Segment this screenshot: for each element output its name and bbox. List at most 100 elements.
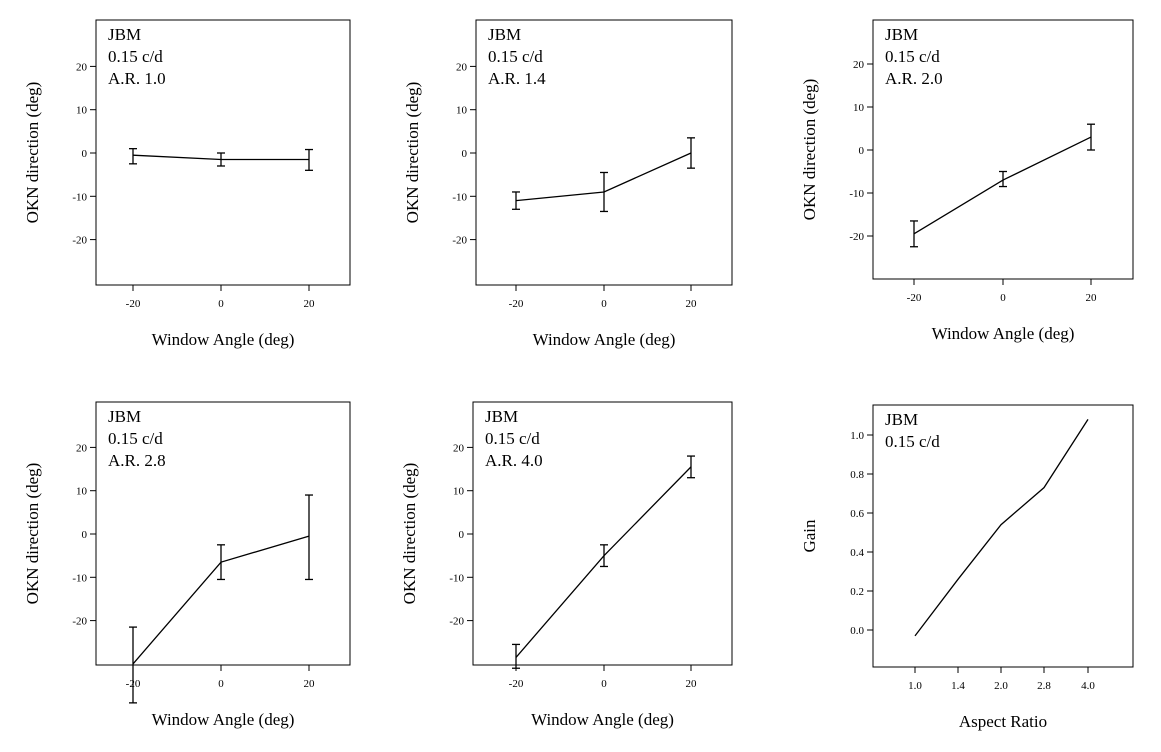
y-tick-label: 0.0 xyxy=(850,625,864,637)
annotation-label: A.R. 2.8 xyxy=(108,451,166,470)
annotation-label: JBM xyxy=(488,25,521,44)
annotation-label: 0.15 c/d xyxy=(485,429,540,448)
x-tick-label: 0 xyxy=(218,678,224,690)
x-tick-label: 4.0 xyxy=(1081,680,1095,692)
x-tick-label: -20 xyxy=(907,292,922,304)
error-bar xyxy=(512,643,520,669)
error-bar xyxy=(217,152,225,167)
x-tick-label: 20 xyxy=(1086,292,1098,304)
y-axis-title: OKN direction (deg) xyxy=(403,82,422,224)
error-bar xyxy=(600,544,608,568)
error-bar xyxy=(600,171,608,213)
error-bar xyxy=(217,544,225,581)
x-tick-label: 0 xyxy=(1000,292,1006,304)
chart-panel-1: 20 10 0 -10 -20 -20 0 20 Window Angle (deg) OKN d… xyxy=(23,19,351,349)
x-tick-label: -20 xyxy=(509,678,524,690)
y-tick-label: 10 xyxy=(76,105,88,117)
y-tick-label: 20 xyxy=(853,59,865,71)
y-tick-label: 0 xyxy=(459,529,465,541)
y-tick-label: -10 xyxy=(452,191,467,203)
y-tick-label: 0.2 xyxy=(850,586,864,598)
y-tick-label: -10 xyxy=(72,191,87,203)
y-tick-label: 10 xyxy=(453,486,465,498)
x-tick-label: 1.4 xyxy=(951,680,965,692)
x-tick-label: 20 xyxy=(686,298,698,310)
x-axis-title: Aspect Ratio xyxy=(959,712,1047,731)
y-tick-label: 0 xyxy=(462,148,468,160)
x-tick-label: 2.8 xyxy=(1037,680,1051,692)
annotation-label: A.R. 2.0 xyxy=(885,69,943,88)
chart-panel-2: 20 10 0 -10 -20 -20 0 20 Window Angle (deg) OKN d… xyxy=(403,19,733,349)
x-tick-label: 0 xyxy=(218,298,224,310)
chart-panel-5: 20 10 0 -10 -20 -20 0 20 Window Angle (deg) OKN d… xyxy=(400,401,733,729)
x-tick-label: -20 xyxy=(126,298,141,310)
x-tick-label: 20 xyxy=(304,678,316,690)
y-axis-title: Gain xyxy=(800,519,819,553)
y-tick-label: -10 xyxy=(72,572,87,584)
annotation-label: JBM xyxy=(108,25,141,44)
y-tick-label: 0 xyxy=(859,145,865,157)
annotation-label: 0.15 c/d xyxy=(108,429,163,448)
error-bar xyxy=(999,170,1007,188)
y-tick-label: 0 xyxy=(82,529,88,541)
y-tick-label: 10 xyxy=(76,486,88,498)
x-axis-title: Window Angle (deg) xyxy=(533,330,676,349)
chart-panel-6: 1.0 0.8 0.6 0.4 0.2 0.0 1.0 1.4 2.0 2.8 4.0 Aspect … xyxy=(800,404,1134,731)
annotation-label: JBM xyxy=(885,25,918,44)
y-axis-title: OKN direction (deg) xyxy=(23,82,42,224)
annotation-label: JBM xyxy=(108,407,141,426)
y-tick-label: 10 xyxy=(456,105,468,117)
annotation-label: JBM xyxy=(885,410,918,429)
x-tick-label: -20 xyxy=(509,298,524,310)
plot-frame xyxy=(872,404,1134,668)
annotation-label: 0.15 c/d xyxy=(108,47,163,66)
y-axis-title: OKN direction (deg) xyxy=(23,463,42,605)
y-axis-title: OKN direction (deg) xyxy=(400,463,419,605)
error-bar xyxy=(512,191,520,210)
x-tick-label: 0 xyxy=(601,678,607,690)
y-tick-label: -10 xyxy=(449,572,464,584)
y-tick-label: -20 xyxy=(449,616,464,628)
x-tick-label: 1.0 xyxy=(908,680,922,692)
x-axis-title: Window Angle (deg) xyxy=(152,330,295,349)
error-bar xyxy=(129,148,137,165)
y-tick-label: 0 xyxy=(82,148,88,160)
y-tick-label: -10 xyxy=(849,188,864,200)
x-axis-title: Window Angle (deg) xyxy=(932,324,1075,343)
error-bar xyxy=(305,148,313,171)
annotation-label: 0.15 c/d xyxy=(885,432,940,451)
error-bar xyxy=(687,137,695,169)
x-tick-label: 0 xyxy=(601,298,607,310)
y-tick-label: 0.8 xyxy=(850,469,864,481)
y-tick-label: 0.6 xyxy=(850,508,864,520)
x-tick-label: 2.0 xyxy=(994,680,1008,692)
y-tick-label: 10 xyxy=(853,102,865,114)
x-axis-title: Window Angle (deg) xyxy=(152,710,295,729)
y-tick-label: 20 xyxy=(76,442,88,454)
annotation-label: A.R. 4.0 xyxy=(485,451,543,470)
error-bar xyxy=(129,626,137,704)
y-axis-title: OKN direction (deg) xyxy=(800,79,819,221)
annotation-label: A.R. 1.0 xyxy=(108,69,166,88)
x-tick-label: 20 xyxy=(304,298,316,310)
y-tick-label: 20 xyxy=(453,442,465,454)
y-tick-label: -20 xyxy=(452,235,467,247)
chart-panel-3: 20 10 0 -10 -20 -20 0 20 Window Angle (deg) OKN d… xyxy=(800,19,1134,343)
y-tick-label: 20 xyxy=(456,61,468,73)
x-axis-title: Window Angle (deg) xyxy=(531,710,674,729)
y-tick-label: 20 xyxy=(76,61,88,73)
annotation-label: A.R. 1.4 xyxy=(488,69,546,88)
annotation-label: 0.15 c/d xyxy=(885,47,940,66)
y-tick-label: -20 xyxy=(72,235,87,247)
y-tick-label: 0.4 xyxy=(850,547,864,559)
annotation-label: JBM xyxy=(485,407,518,426)
annotation-label: 0.15 c/d xyxy=(488,47,543,66)
error-bar xyxy=(1087,123,1095,151)
y-tick-label: -20 xyxy=(72,616,87,628)
error-bar xyxy=(910,220,918,248)
y-tick-label: 1.0 xyxy=(850,430,864,442)
x-tick-label: 20 xyxy=(686,678,698,690)
error-bar xyxy=(687,455,695,479)
